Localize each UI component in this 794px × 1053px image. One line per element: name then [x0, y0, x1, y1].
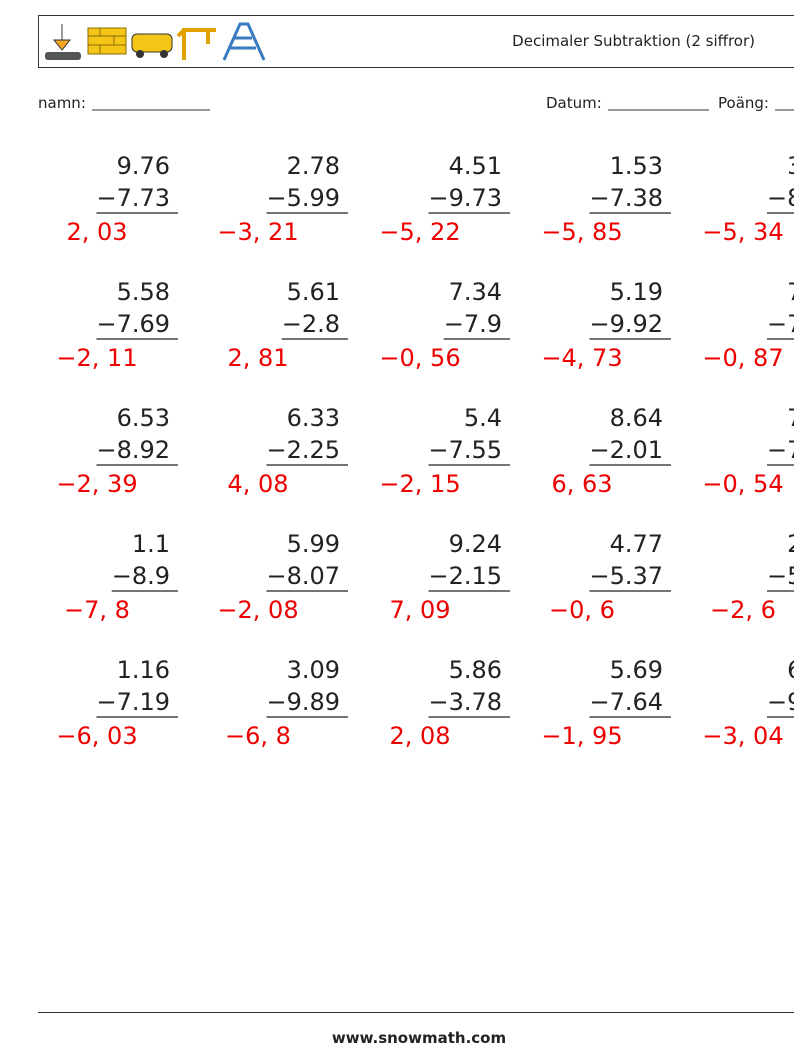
subtrahend: −7.55 [428, 436, 502, 464]
answer: −6, 03 [56, 722, 137, 750]
minuend: 5.19 [610, 278, 663, 306]
minuend: 2. [787, 530, 794, 558]
minuend: 5.69 [610, 656, 663, 684]
minuend: 6. [787, 656, 794, 684]
icon [222, 22, 266, 61]
answer: 2, 81 [227, 344, 288, 372]
answer: −0, 56 [379, 344, 460, 372]
answer: −7, 8 [64, 596, 130, 624]
minuend: 7. [787, 404, 794, 432]
subtrahend: −7.9 [444, 310, 502, 338]
icon [131, 33, 173, 53]
answer: 4, 08 [227, 470, 288, 498]
subtrahend: −5.37 [589, 562, 663, 590]
minuend: 7.34 [449, 278, 502, 306]
subtrahend: −7.64 [589, 688, 663, 716]
icon [52, 24, 72, 51]
minuend: 9.24 [449, 530, 502, 558]
subtrahend: −2.8 [282, 310, 340, 338]
icon [87, 27, 127, 55]
subtrahend: −5. [767, 562, 794, 590]
minuend: 5.58 [117, 278, 170, 306]
icon [136, 50, 144, 58]
answer: −0, 6 [549, 596, 615, 624]
minuend: 9.76 [117, 152, 170, 180]
answer: −3, 21 [217, 218, 298, 246]
answer: −2, 11 [56, 344, 137, 372]
subtrahend: −5.99 [266, 184, 340, 212]
answer: −2, 6 [710, 596, 776, 624]
subtrahend: −7.69 [96, 310, 170, 338]
score-label: Poäng: [718, 94, 769, 112]
minuend: 5.99 [287, 530, 340, 558]
minuend: 2.78 [287, 152, 340, 180]
answer: −5, 22 [379, 218, 460, 246]
subtrahend: −2.01 [589, 436, 663, 464]
icon [88, 28, 126, 54]
header-icons [45, 22, 266, 61]
answer: −2, 15 [379, 470, 460, 498]
answer: −6, 8 [225, 722, 291, 750]
minuend: 6.53 [117, 404, 170, 432]
icon [176, 28, 216, 60]
answer: −2, 39 [56, 470, 137, 498]
footer-url: www.snowmath.com [332, 1029, 506, 1047]
subtrahend: −7.19 [96, 688, 170, 716]
subtrahend: −7.38 [589, 184, 663, 212]
minuend: 8.64 [610, 404, 663, 432]
answer: 2, 03 [66, 218, 127, 246]
worksheet-title: Decimaler Subtraktion (2 siffror) [512, 32, 755, 50]
subtrahend: −8.07 [266, 562, 340, 590]
answer: −2, 08 [217, 596, 298, 624]
minuend: 4.77 [610, 530, 663, 558]
subtrahend: −9.92 [589, 310, 663, 338]
subtrahend: −9.89 [266, 688, 340, 716]
minuend: 1.1 [132, 530, 170, 558]
answer: 2, 08 [389, 722, 450, 750]
subtrahend: −9.73 [428, 184, 502, 212]
name-label: namn: [38, 94, 86, 112]
date-label: Datum: [546, 94, 602, 112]
minuend: 3.09 [287, 656, 340, 684]
subtrahend: −8.9 [112, 562, 170, 590]
minuend: 3. [787, 152, 794, 180]
subtrahend: −8.92 [96, 436, 170, 464]
subtrahend: −7. [767, 436, 794, 464]
minuend: 1.16 [117, 656, 170, 684]
minuend: 5.4 [464, 404, 502, 432]
answer: −0, 87 [702, 344, 783, 372]
subtrahend: −7. [767, 310, 794, 338]
minuend: 1.53 [610, 152, 663, 180]
answer: 6, 63 [551, 470, 612, 498]
minuend: 7. [787, 278, 794, 306]
subtrahend: −9. [767, 688, 794, 716]
subtrahend: −3.78 [428, 688, 502, 716]
answer: −3, 04 [702, 722, 783, 750]
header-box [38, 15, 794, 68]
answer: 7, 09 [389, 596, 450, 624]
subtrahend: −2.15 [428, 562, 502, 590]
subtrahend: −7.73 [96, 184, 170, 212]
icon [160, 50, 168, 58]
minuend: 6.33 [287, 404, 340, 432]
subtrahend: −2.25 [266, 436, 340, 464]
subtrahend: −8. [767, 184, 794, 212]
answer: −1, 95 [541, 722, 622, 750]
answer: −4, 73 [541, 344, 622, 372]
answer: −5, 85 [541, 218, 622, 246]
icon [45, 52, 81, 60]
minuend: 4.51 [449, 152, 502, 180]
answer: −0, 54 [702, 470, 783, 498]
minuend: 5.86 [449, 656, 502, 684]
answer: −5, 34 [702, 218, 783, 246]
minuend: 5.61 [287, 278, 340, 306]
